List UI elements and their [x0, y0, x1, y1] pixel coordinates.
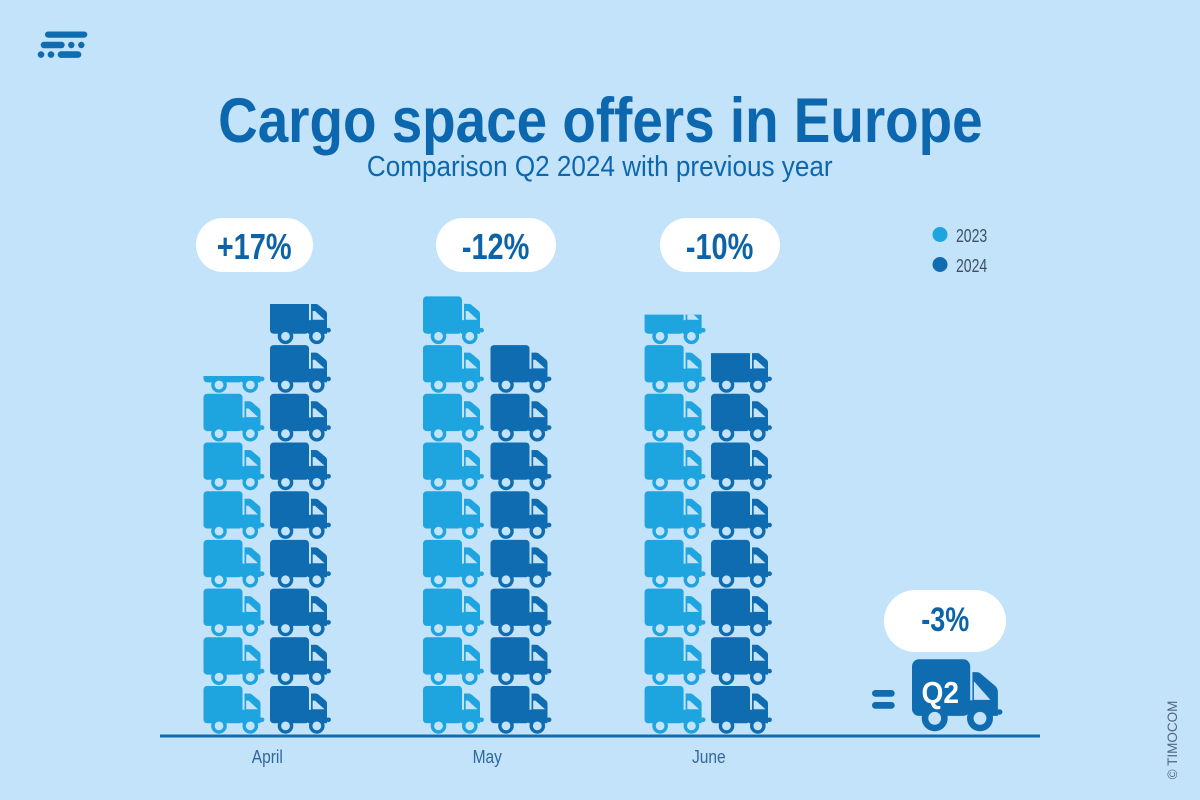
svg-text:Q2: Q2	[922, 676, 960, 710]
